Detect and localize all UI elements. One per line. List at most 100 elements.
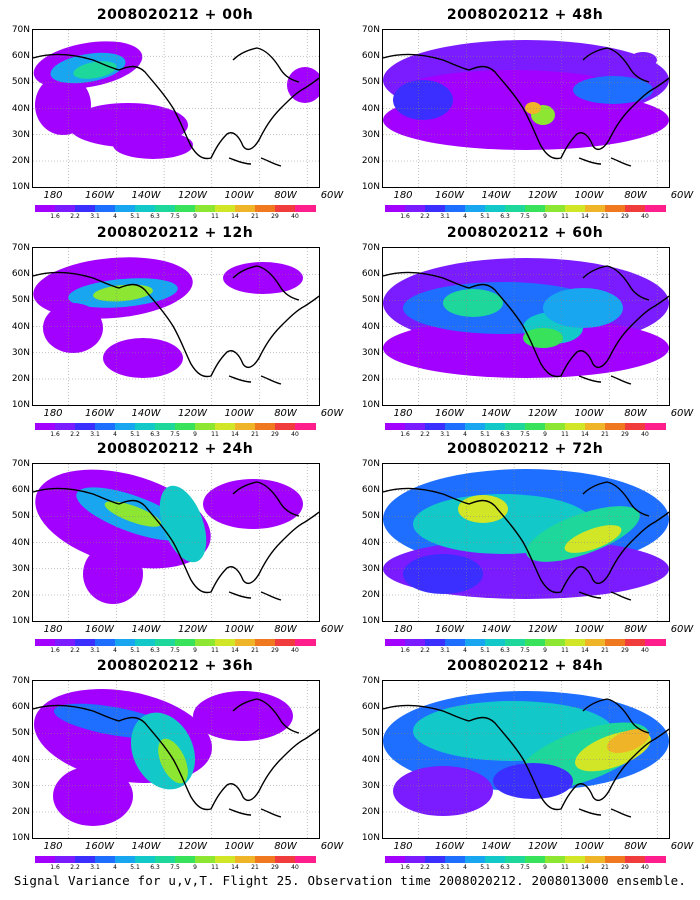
colorbar-swatch bbox=[545, 856, 566, 863]
colorbar-swatch bbox=[405, 856, 426, 863]
contour-map bbox=[383, 248, 669, 405]
colorbar-swatch bbox=[405, 423, 426, 430]
variance-contour bbox=[629, 52, 657, 68]
lat-label: 10N bbox=[11, 616, 30, 627]
map-area bbox=[382, 247, 670, 406]
coastline bbox=[33, 53, 319, 160]
colorbar-swatch bbox=[545, 205, 566, 212]
colorbar-swatch bbox=[645, 856, 666, 863]
lon-label: 60W bbox=[320, 624, 344, 635]
variance-contour bbox=[43, 303, 103, 353]
panel-title: 2008020212 + 12h bbox=[96, 225, 254, 241]
lat-label: 60N bbox=[361, 51, 380, 62]
colorbar-label: 11 bbox=[561, 213, 569, 220]
colorbar-label: 40 bbox=[641, 213, 649, 220]
panel-title: 2008020212 + 60h bbox=[446, 225, 604, 241]
lat-label: 40N bbox=[361, 103, 380, 114]
lon-label: 120W bbox=[178, 408, 207, 419]
lat-label: 50N bbox=[361, 295, 380, 306]
colorbar-swatch bbox=[605, 205, 626, 212]
colorbar-label: 40 bbox=[291, 213, 299, 220]
lat-label: 30N bbox=[11, 347, 30, 358]
colorbar-label: 9 bbox=[543, 431, 547, 438]
colorbar-label: 3.1 bbox=[440, 864, 450, 871]
variance-contour bbox=[543, 288, 623, 328]
lon-label: 80W bbox=[624, 841, 647, 852]
coastline bbox=[383, 271, 669, 378]
colorbar-swatch bbox=[625, 639, 646, 646]
colorbar-swatch bbox=[425, 205, 446, 212]
coastline bbox=[228, 47, 300, 167]
colorbar-swatch bbox=[215, 205, 236, 212]
colorbar-label: 7.5 bbox=[170, 647, 180, 654]
colorbar-swatch bbox=[155, 639, 176, 646]
map-panel: 2008020212 + 24h 70N 60N 50N 40N 30N 20N 10N 180… bbox=[0, 434, 344, 654]
lat-label: 10N bbox=[11, 400, 30, 411]
lon-label: 100W bbox=[574, 841, 604, 852]
colorbar-swatch bbox=[35, 423, 56, 430]
colorbar-label: 7.5 bbox=[170, 431, 180, 438]
colorbar-label: 14 bbox=[231, 864, 239, 871]
colorbar-swatch bbox=[235, 423, 256, 430]
colorbar-label: 9 bbox=[193, 431, 197, 438]
colorbar-label: 11 bbox=[561, 647, 569, 654]
lon-label: 160W bbox=[85, 190, 114, 201]
panel-title: 2008020212 + 00h bbox=[96, 7, 254, 23]
colorbar-swatch bbox=[445, 205, 466, 212]
lat-label: 60N bbox=[11, 269, 30, 280]
contour-map bbox=[33, 248, 319, 405]
coastline bbox=[228, 481, 300, 601]
colorbar bbox=[385, 856, 666, 863]
lat-label: 70N bbox=[11, 676, 30, 686]
colorbar-label: 29 bbox=[621, 213, 629, 220]
colorbar-label: 7.5 bbox=[170, 213, 180, 220]
colorbar-label: 5.1 bbox=[480, 431, 490, 438]
colorbar-label: 9 bbox=[543, 864, 547, 871]
colorbar-label: 7.5 bbox=[520, 431, 530, 438]
colorbar-swatch bbox=[235, 639, 256, 646]
colorbar-swatch bbox=[585, 423, 606, 430]
lon-label: 100W bbox=[224, 841, 254, 852]
colorbar-label: 6.3 bbox=[500, 647, 510, 654]
lat-label: 10N bbox=[361, 833, 380, 844]
variance-contour bbox=[443, 289, 503, 317]
colorbar-label: 4 bbox=[463, 864, 467, 871]
variance-contour bbox=[403, 70, 623, 110]
lat-label: 70N bbox=[11, 243, 30, 253]
lat-label: 70N bbox=[361, 459, 380, 469]
colorbar-swatch bbox=[255, 639, 276, 646]
variance-contour bbox=[393, 766, 493, 816]
lon-label: 140W bbox=[131, 841, 161, 852]
colorbar-label: 5.1 bbox=[130, 213, 140, 220]
colorbar-label: 29 bbox=[271, 213, 279, 220]
coastline bbox=[228, 265, 300, 385]
colorbar-swatch bbox=[525, 423, 546, 430]
colorbar-swatch bbox=[75, 639, 96, 646]
colorbar-label: 40 bbox=[291, 431, 299, 438]
colorbar-swatch bbox=[155, 856, 176, 863]
colorbar-label: 1.6 bbox=[400, 864, 410, 871]
lat-label: 20N bbox=[11, 374, 30, 384]
lat-label: 40N bbox=[361, 321, 380, 332]
coastline bbox=[578, 47, 650, 167]
colorbar-swatch bbox=[295, 639, 316, 646]
lon-label: 140W bbox=[481, 841, 511, 852]
lon-label: 60W bbox=[320, 841, 344, 852]
contour-map bbox=[33, 681, 319, 838]
panel-title: 2008020212 + 24h bbox=[96, 441, 254, 457]
lon-label: 80W bbox=[274, 408, 297, 419]
lon-label: 80W bbox=[274, 841, 297, 852]
coastline bbox=[578, 481, 650, 601]
variance-contour bbox=[573, 76, 653, 104]
colorbar-label: 21 bbox=[251, 647, 259, 654]
map-area bbox=[382, 29, 670, 188]
colorbar-swatch bbox=[275, 639, 296, 646]
colorbar-swatch bbox=[505, 856, 526, 863]
lat-label: 40N bbox=[11, 754, 30, 765]
lat-label: 60N bbox=[361, 485, 380, 496]
colorbar-label: 3.1 bbox=[90, 864, 100, 871]
lat-label: 50N bbox=[361, 77, 380, 88]
lon-label: 180 bbox=[43, 624, 63, 635]
colorbar-swatch bbox=[505, 639, 526, 646]
colorbar-label: 5.1 bbox=[130, 647, 140, 654]
